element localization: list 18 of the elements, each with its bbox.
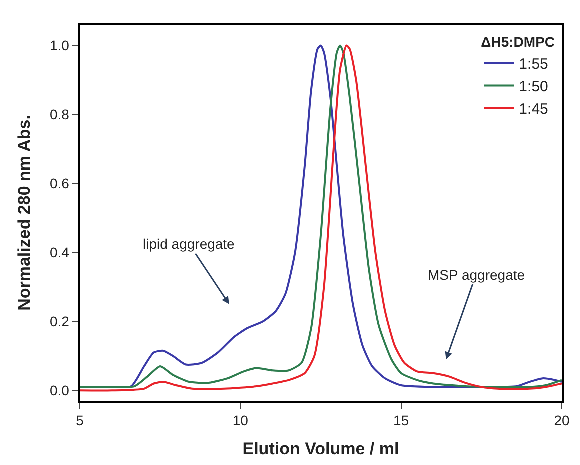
x-tick-label: 20 (554, 412, 570, 429)
y-tick-label: 0.6 (50, 176, 70, 192)
x-axis-title: Elution Volume / ml (242, 439, 400, 458)
y-tick-label: 0.0 (50, 382, 70, 399)
x-tick-label: 15 (394, 412, 410, 429)
legend-label: 1:45 (519, 101, 548, 118)
annotation: lipid aggregate (143, 236, 236, 252)
x-tick-label: 5 (76, 412, 84, 429)
legend-label: 1:55 (519, 56, 548, 74)
x-tick-label: 10 (232, 412, 249, 429)
legend-label: 1:50 (519, 78, 548, 96)
y-axis-title: Normalized 280 nm Abs. (15, 115, 34, 311)
y-tick-label: 0.2 (50, 314, 70, 330)
y-tick-label: 1.0 (50, 38, 70, 54)
y-tick-label: 0.8 (50, 106, 70, 123)
annotation: MSP aggregate (428, 267, 526, 283)
legend-title: ΔH5:DMPC (481, 34, 556, 50)
y-tick-label: 0.4 (50, 244, 70, 261)
